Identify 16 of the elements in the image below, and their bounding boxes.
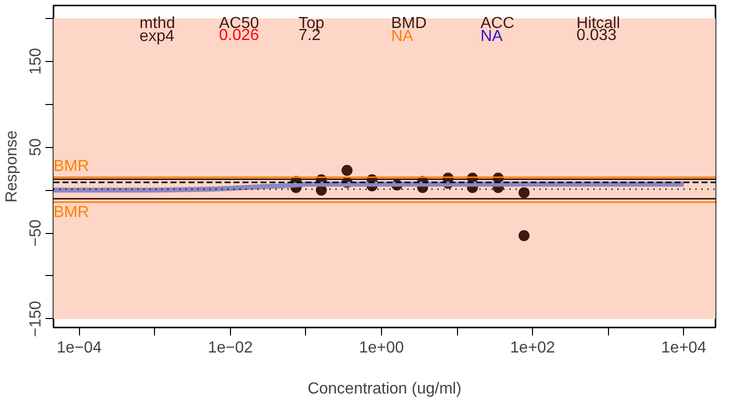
y-tick-label: 150 bbox=[28, 48, 44, 75]
x-tick-label: 1e−04 bbox=[56, 340, 102, 356]
annotation: NA bbox=[391, 28, 414, 46]
y-tick-label: −150 bbox=[28, 300, 44, 337]
y-tick-label: −50 bbox=[28, 219, 44, 247]
x-tick-label: 1e+04 bbox=[661, 340, 706, 356]
x-tick-label: 1e+00 bbox=[359, 340, 404, 356]
x-tick-label: 1e−02 bbox=[208, 340, 253, 356]
annotation: exp4 bbox=[140, 28, 174, 46]
ref-line-label: BMR bbox=[54, 204, 90, 222]
y-tick-label: 50 bbox=[28, 138, 44, 156]
x-axis-title: Concentration (ug/ml) bbox=[308, 380, 462, 398]
ref-line-label: BMR bbox=[54, 158, 90, 176]
annotation: NA bbox=[480, 28, 504, 46]
x-tick-label: 1e+02 bbox=[510, 340, 556, 356]
y-axis-title: Response bbox=[4, 130, 20, 203]
